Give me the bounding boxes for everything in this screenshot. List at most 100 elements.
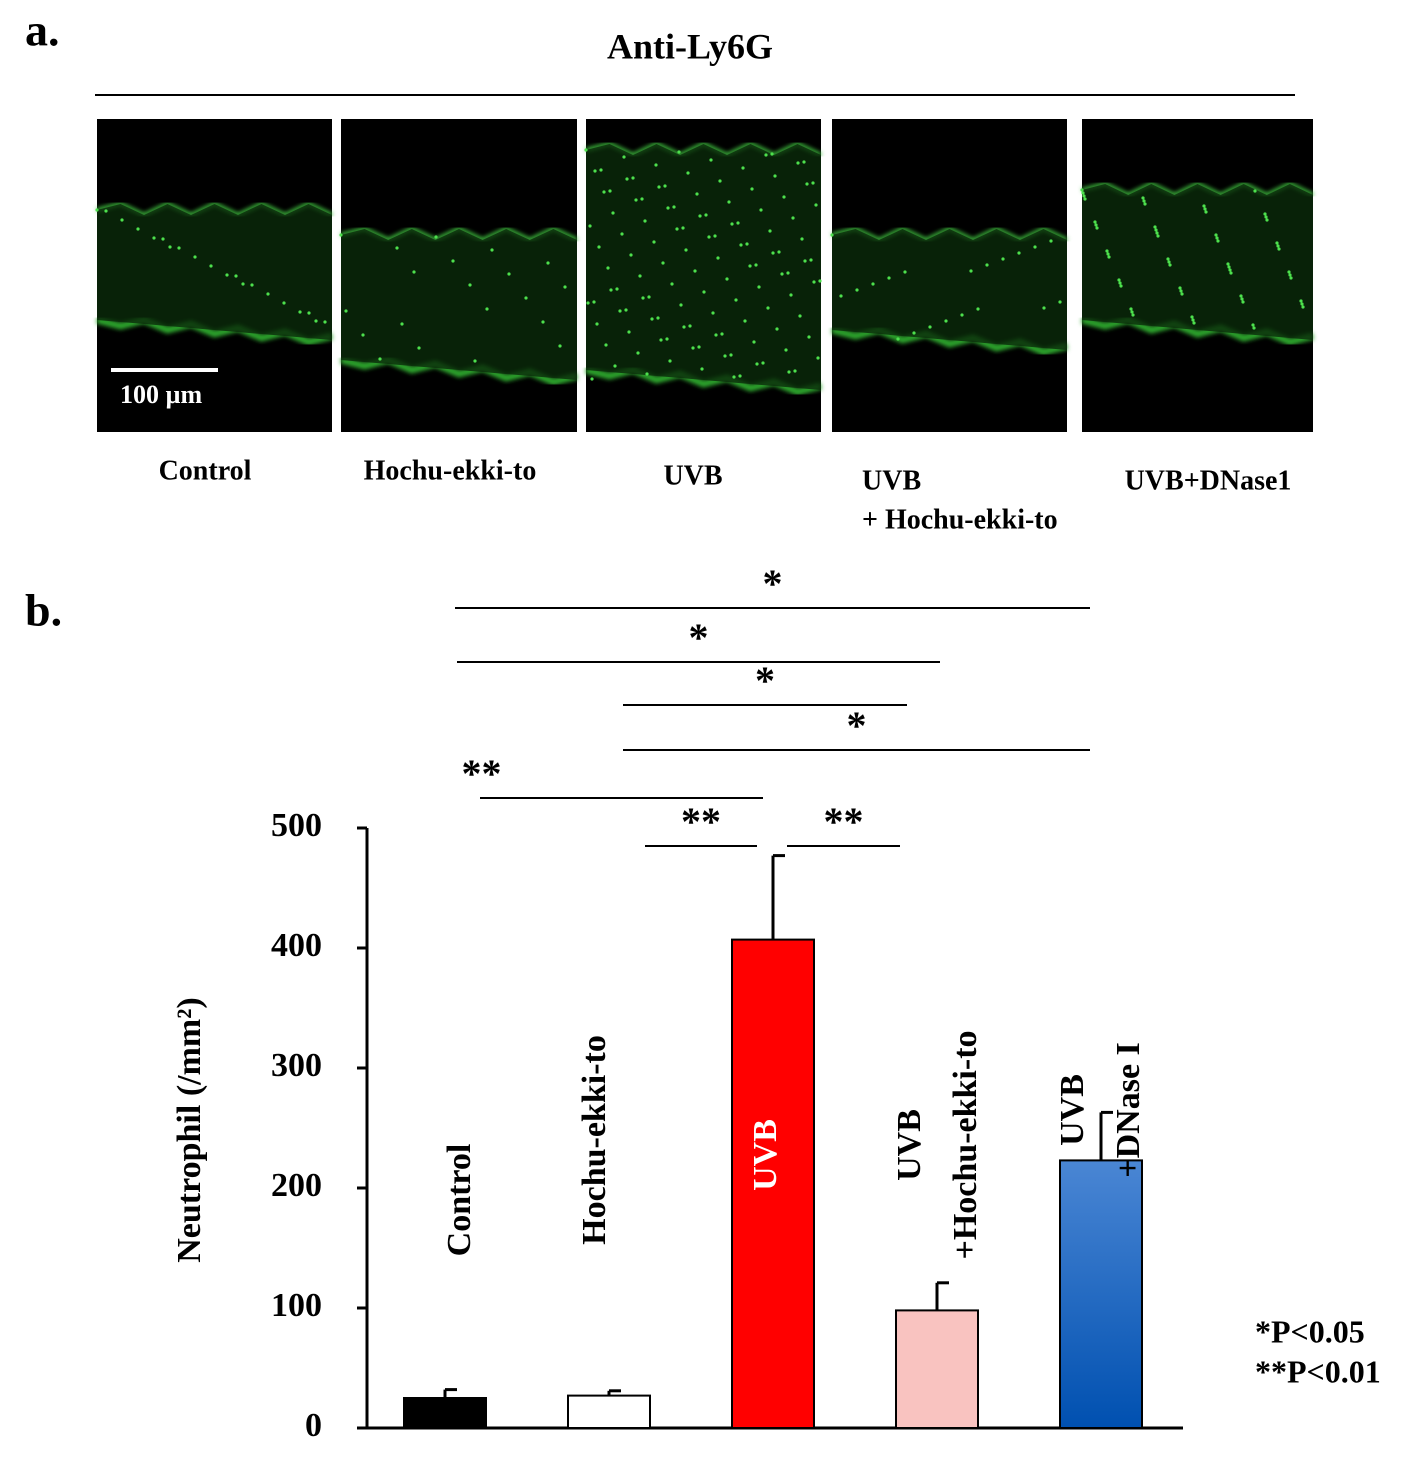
fluorescent-dot (378, 357, 382, 361)
fluorescent-dot (803, 259, 807, 263)
fluorescent-dot (563, 285, 567, 289)
fluorescent-dot (741, 166, 745, 170)
image-label: UVB (862, 465, 921, 496)
fluorescent-dot (1214, 233, 1218, 237)
fluorescent-dot (777, 250, 781, 254)
fluorescent-dot (1017, 251, 1021, 255)
fluorescent-dot (645, 372, 649, 376)
fluorescent-dot (1080, 188, 1084, 192)
significance-label: * (755, 658, 775, 703)
fluorescent-dot (609, 288, 613, 292)
fluorescent-dot (1191, 318, 1195, 322)
significance-label: * (847, 703, 867, 748)
fluorescent-dot (1095, 226, 1099, 230)
fluorescent-dot (750, 187, 754, 191)
fluorescent-dot (661, 261, 665, 265)
fluorescent-dot (618, 309, 622, 313)
fluorescent-dot (677, 150, 681, 154)
fluorescent-dot (698, 214, 702, 218)
fluorescent-dot (1166, 257, 1170, 261)
fluorescent-dot (663, 184, 667, 188)
fluorescent-dot (707, 235, 711, 239)
fluorescent-dot (679, 303, 683, 307)
fluorescent-dot (593, 169, 597, 173)
fluorescent-dot (161, 237, 165, 241)
fluorescent-dot (361, 333, 365, 337)
fluorescent-dot (595, 322, 599, 326)
tissue-body (1082, 184, 1313, 340)
fluorescent-dot (736, 221, 740, 225)
fluorescent-dot (1105, 249, 1109, 253)
fluorescent-dot (656, 316, 660, 320)
fluorescent-dot (928, 325, 932, 329)
fluorescent-dot (1229, 271, 1233, 275)
fluorescent-dot (611, 211, 615, 215)
fluorescent-dot (761, 361, 765, 365)
fluorescent-dot (697, 345, 701, 349)
significance-label: * (689, 615, 709, 660)
fluorescent-dot (1033, 245, 1037, 249)
fluorescent-dot (711, 311, 715, 315)
fluorescent-dot (812, 280, 816, 284)
fluorescent-dot (1240, 297, 1244, 301)
y-axis-label: Neutrophil (/mm²) (171, 997, 208, 1263)
fluorescent-dot (507, 272, 511, 276)
fluorescent-dot (1082, 194, 1086, 198)
fluorescent-dot (686, 171, 690, 175)
fluorescent-dot (985, 263, 989, 267)
fluorescent-dot (684, 248, 688, 252)
fluorescent-dot (1263, 212, 1267, 216)
category-label: Control (441, 1144, 478, 1257)
fluorescent-dot (307, 311, 311, 315)
fluorescent-dot (298, 310, 302, 314)
tissue-body (586, 144, 821, 390)
fluorescent-dot (976, 307, 980, 311)
fluorescent-dot (787, 370, 791, 374)
image-label: + Hochu-ekki-to (862, 504, 1058, 535)
fluorescent-dot (659, 338, 663, 342)
fluorescent-dot (451, 259, 455, 263)
panel-label: a. (25, 5, 60, 56)
category-label: Hochu-ekki-to (576, 1035, 613, 1245)
fluorescent-dot (796, 161, 800, 165)
fluorescent-dot (770, 152, 774, 156)
fluorescent-dot (691, 346, 695, 350)
fluorescent-dot (344, 309, 348, 313)
fluorescent-dot (766, 306, 770, 310)
tissue-body (832, 229, 1067, 350)
fluorescent-dot (745, 242, 749, 246)
micrographs (95, 119, 1314, 432)
fluorescent-dot (784, 348, 788, 352)
fluorescent-dot (666, 206, 670, 210)
fluorescent-dot (739, 243, 743, 247)
fluorescent-dot (590, 377, 594, 381)
category-label: UVB (891, 1109, 928, 1181)
fluorescent-dot (716, 256, 720, 260)
fluorescent-dot (775, 327, 779, 331)
fluorescent-dot (725, 277, 729, 281)
fluorescent-dot (809, 258, 813, 262)
fluorescent-dot (1117, 278, 1121, 282)
fluorescent-dot (546, 261, 550, 265)
fluorescent-dot (1118, 281, 1122, 285)
bar (731, 938, 815, 1429)
fluorescent-dot (818, 279, 822, 283)
category-label: UVB (1054, 1074, 1091, 1146)
tissue-body (97, 204, 332, 340)
category-label: +DNase I (1110, 1042, 1147, 1178)
significance-label: ** (681, 799, 721, 844)
fluorescent-dot (675, 227, 679, 231)
fluorescent-dot (592, 300, 596, 304)
fluorescent-dot (887, 276, 891, 280)
y-tick-label: 300 (271, 1047, 322, 1084)
category-label: UVB (747, 1119, 784, 1191)
fluorescent-dot (1130, 310, 1134, 314)
image-label: Hochu-ekki-to (364, 455, 537, 486)
fluorescent-dot (759, 208, 763, 212)
fluorescent-dot (1192, 321, 1196, 325)
fluorescent-dot (1179, 289, 1183, 293)
y-tick-label: 100 (271, 1287, 322, 1324)
y-tick-label: 200 (271, 1167, 322, 1204)
fluorescent-dot (780, 272, 784, 276)
